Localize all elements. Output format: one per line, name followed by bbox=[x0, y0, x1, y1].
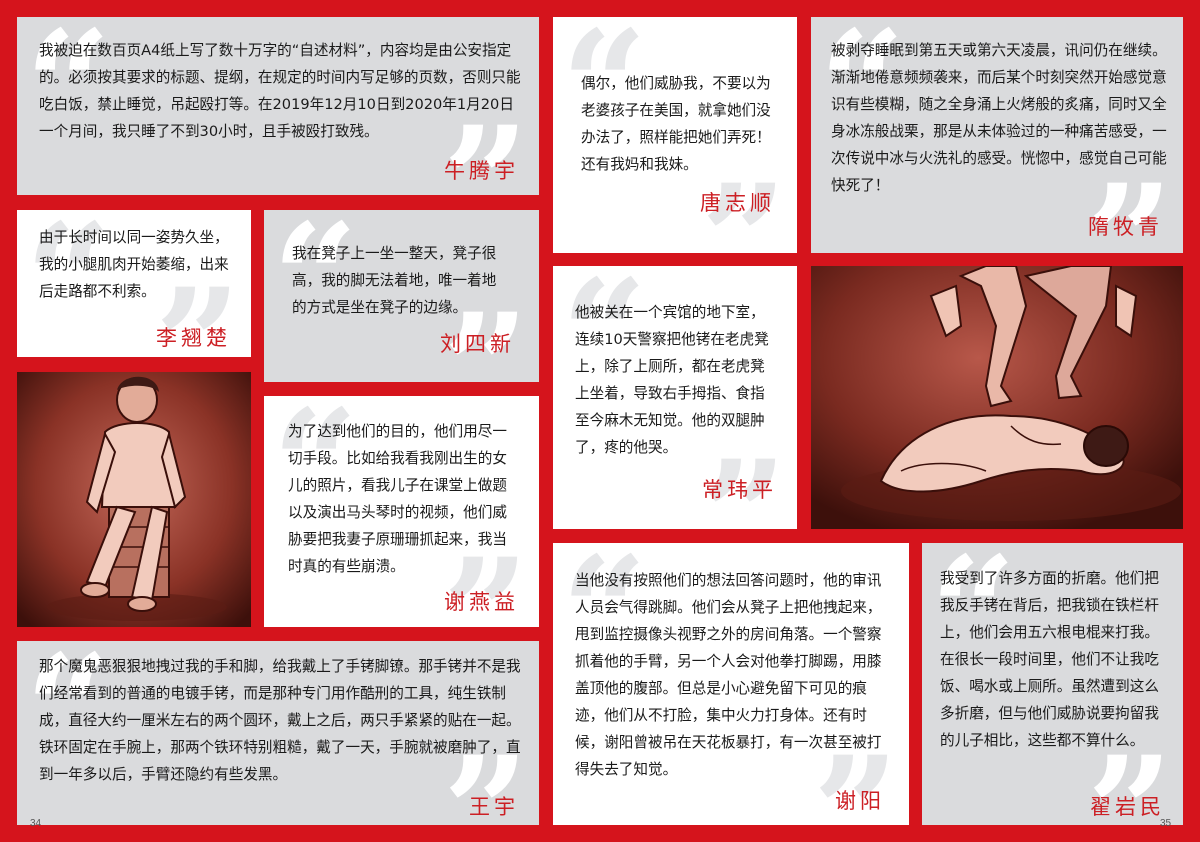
quote-author: 唐志顺 bbox=[700, 191, 775, 215]
quote-box-wang: “ ” 那个魔鬼恶狠狠地拽过我的手和脚，给我戴上了手铐脚镣。那手铐并不是我们经常… bbox=[17, 641, 539, 825]
quote-author: 李翘楚 bbox=[156, 326, 231, 350]
quote-author: 翟岩民 bbox=[1090, 795, 1165, 819]
quote-text: 为了达到他们的目的，他们用尽一切手段。比如给我看我刚出生的女儿的照片，看我儿子在… bbox=[288, 423, 507, 575]
quote-text: 被剥夺睡眠到第五天或第六天凌晨，讯问仍在继续。渐渐地倦意频频袭来，而后某个时刻突… bbox=[831, 42, 1167, 194]
quote-author: 谢阳 bbox=[835, 789, 885, 813]
quote-text: 偶尔，他们威胁我，不要以为老婆孩子在美国，就拿她们没办法了，照样能把她们弄死！还… bbox=[581, 75, 771, 173]
illustration-beating bbox=[811, 266, 1183, 529]
quote-box-niu: “ ” 我被迫在数百页A4纸上写了数十万字的“自述材料”，内容均是由公安指定的。… bbox=[17, 17, 539, 195]
quote-box-xie-yanyi: “ ” 为了达到他们的目的，他们用尽一切手段。比如给我看我刚出生的女儿的照片，看… bbox=[264, 396, 539, 627]
quote-box-sui: “ ” 被剥夺睡眠到第五天或第六天凌晨，讯问仍在继续。渐渐地倦意频频袭来，而后某… bbox=[811, 17, 1183, 253]
quote-author: 常玮平 bbox=[702, 478, 777, 502]
quote-author: 隋牧青 bbox=[1088, 215, 1163, 239]
quote-author: 谢燕益 bbox=[444, 590, 519, 614]
quote-box-chang: “ ” 他被关在一个宾馆的地下室，连续10天警察把他铐在老虎凳上，除了上厕所，都… bbox=[553, 266, 797, 529]
quote-box-tang: “ ” 偶尔，他们威胁我，不要以为老婆孩子在美国，就拿她们没办法了，照样能把她们… bbox=[553, 17, 797, 253]
quote-text: 当他没有按照他们的想法回答问题时，他的审讯人员会气得跳脚。他们会从凳子上把他拽起… bbox=[575, 572, 882, 778]
quote-text: 我受到了许多方面的折磨。他们把我反手铐在背后，把我锁在铁栏杆上，他们会用五六根电… bbox=[940, 570, 1159, 749]
page-number-left: 34 bbox=[30, 818, 42, 829]
quote-text: 我在凳子上一坐一整天，凳子很高，我的脚无法着地，唯一着地的方式是坐在凳子的边缘。 bbox=[292, 245, 497, 316]
quote-author: 牛腾宇 bbox=[444, 159, 519, 183]
quote-author: 王宇 bbox=[469, 795, 519, 819]
illustration-man-on-stool bbox=[17, 372, 251, 627]
quote-author: 刘四新 bbox=[440, 332, 515, 356]
quote-text: 我被迫在数百页A4纸上写了数十万字的“自述材料”，内容均是由公安指定的。必须按其… bbox=[39, 42, 521, 140]
quote-text: 他被关在一个宾馆的地下室，连续10天警察把他铐在老虎凳上，除了上厕所，都在老虎凳… bbox=[575, 304, 769, 456]
quote-box-liu: “ ” 我在凳子上一坐一整天，凳子很高，我的脚无法着地，唯一着地的方式是坐在凳子… bbox=[264, 210, 539, 382]
quote-box-xie-yang: “ ” 当他没有按照他们的想法回答问题时，他的审讯人员会气得跳脚。他们会从凳子上… bbox=[553, 543, 909, 825]
page-number-right: 35 bbox=[1160, 818, 1172, 829]
quote-box-zhai: “ ” 我受到了许多方面的折磨。他们把我反手铐在背后，把我锁在铁栏杆上，他们会用… bbox=[922, 543, 1183, 825]
quote-text: 由于长时间以同一姿势久坐，我的小腿肌肉开始萎缩，出来后走路都不利索。 bbox=[39, 229, 229, 300]
quote-box-li: “ ” 由于长时间以同一姿势久坐，我的小腿肌肉开始萎缩，出来后走路都不利索。 李… bbox=[17, 210, 251, 357]
quote-text: 那个魔鬼恶狠狠地拽过我的手和脚，给我戴上了手铐脚镣。那手铐并不是我们经常看到的普… bbox=[39, 658, 521, 783]
